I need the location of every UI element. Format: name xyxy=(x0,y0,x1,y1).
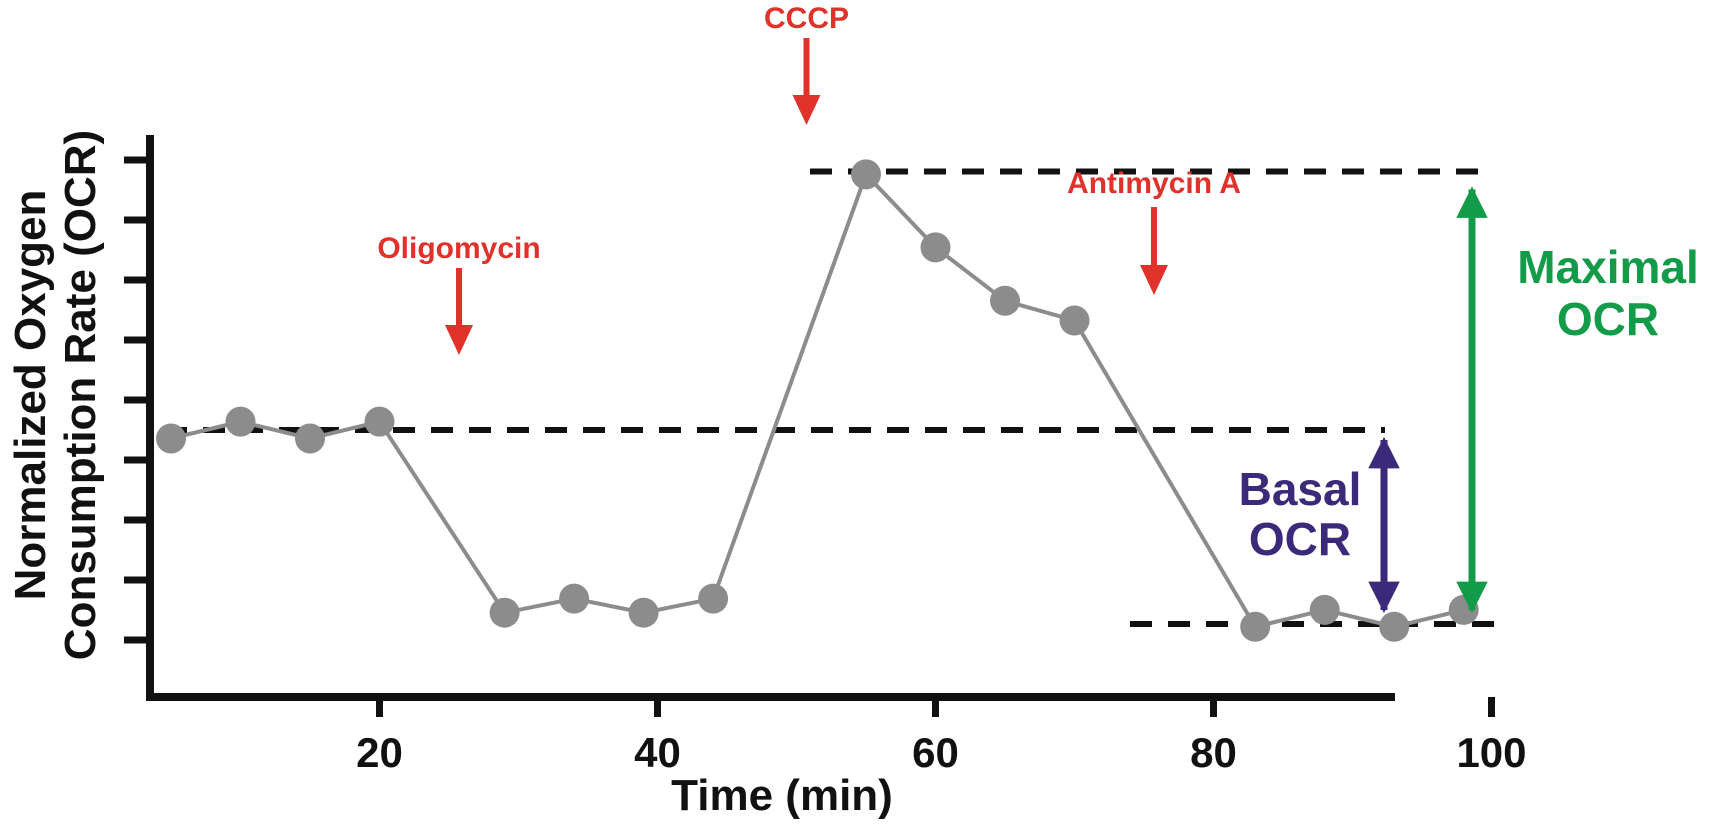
ocr-series-line xyxy=(170,170,1465,630)
data-point xyxy=(990,285,1020,316)
injection-label-cccp: CCCP xyxy=(764,2,849,35)
data-point xyxy=(295,423,325,454)
data-point xyxy=(1309,594,1340,625)
maximal-ocr-label-line-2: OCR xyxy=(1557,293,1659,345)
injection-arrow-head xyxy=(445,325,473,355)
x-tick-label: 40 xyxy=(634,729,681,776)
data-point xyxy=(559,583,590,614)
injection-arrow-head xyxy=(792,95,821,125)
y-axis-label-line-2: Consumption Rate (OCR) xyxy=(56,130,105,660)
data-point xyxy=(489,597,520,628)
injection-label-oligomycin: Oligomycin xyxy=(377,232,540,265)
x-tick-label: 80 xyxy=(1190,729,1237,776)
x-tick-label: 100 xyxy=(1456,729,1526,776)
basal-ocr-label-line-2: OCR xyxy=(1249,513,1351,565)
data-point xyxy=(1059,305,1090,336)
data-point xyxy=(628,597,659,628)
data-point xyxy=(851,159,881,190)
data-point xyxy=(698,583,729,614)
data-point xyxy=(225,406,256,437)
data-point xyxy=(1379,611,1410,642)
x-axis-label: Time (min) xyxy=(671,771,893,820)
injection-arrow-head xyxy=(1140,265,1168,295)
injection-label-antimycin-a: Antimycin A xyxy=(1067,167,1241,200)
data-point xyxy=(1240,611,1271,642)
x-tick-label: 20 xyxy=(356,729,403,776)
data-point xyxy=(920,232,951,263)
y-axis-label-line-1: Normalized Oxygen xyxy=(6,190,55,601)
maximal-ocr-label-line-1: Maximal xyxy=(1517,241,1699,293)
x-tick-label: 60 xyxy=(912,729,959,776)
basal-ocr-label-line-1: Basal xyxy=(1239,463,1362,515)
data-point xyxy=(156,423,186,454)
data-point xyxy=(364,406,395,437)
